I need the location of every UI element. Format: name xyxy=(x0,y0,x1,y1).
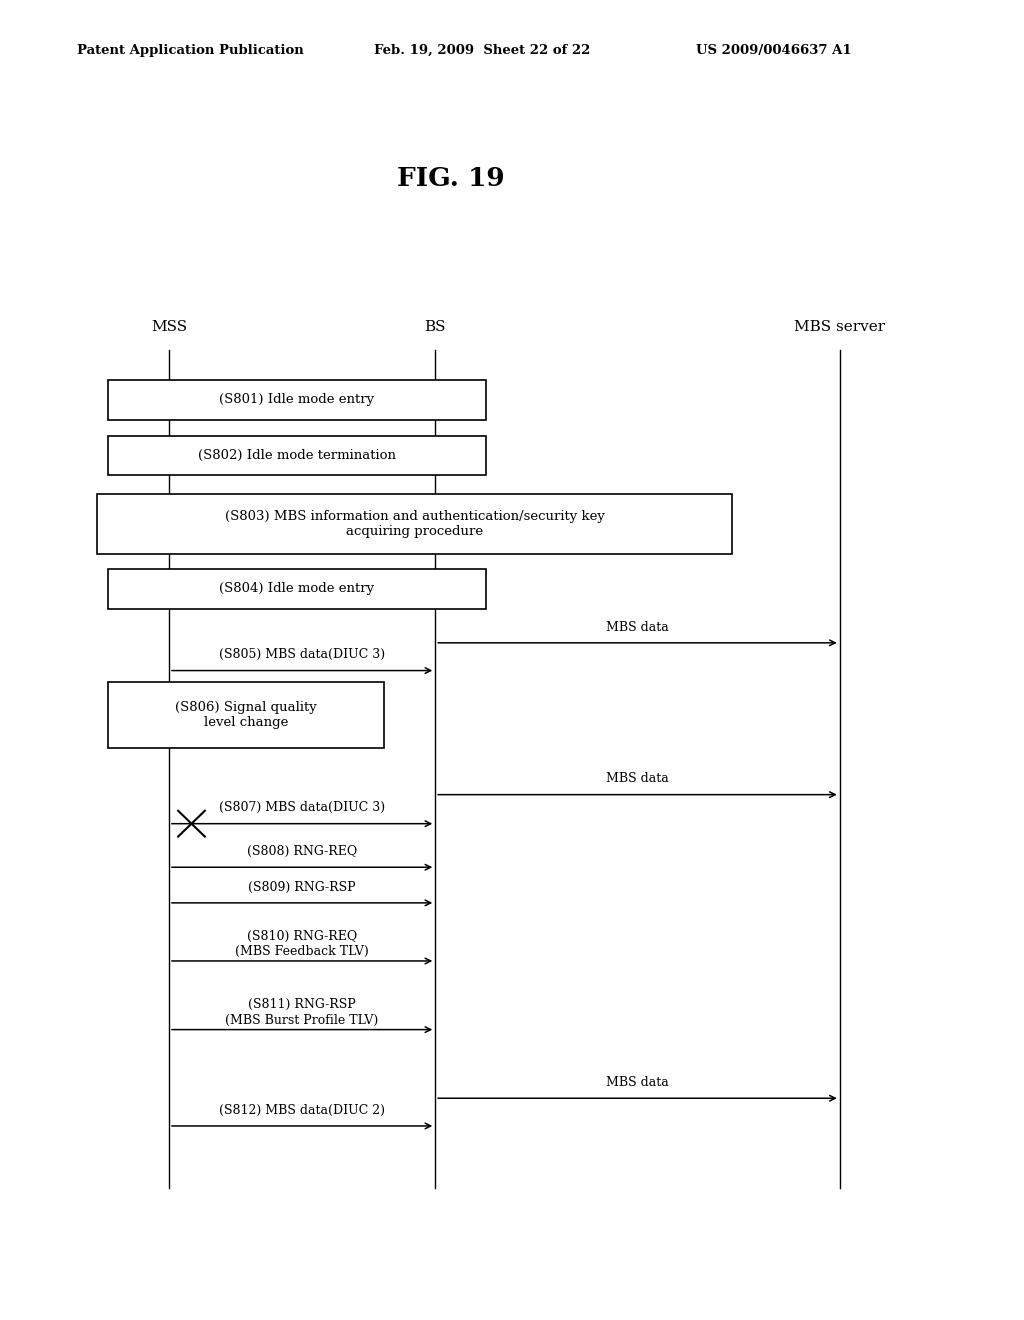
Text: (S812) MBS data(DIUC 2): (S812) MBS data(DIUC 2) xyxy=(219,1104,385,1117)
Text: (S809) RNG-RSP: (S809) RNG-RSP xyxy=(248,880,356,894)
Text: (MBS Feedback TLV): (MBS Feedback TLV) xyxy=(236,945,369,958)
Text: MBS data: MBS data xyxy=(606,620,669,634)
Text: (S804) Idle mode entry: (S804) Idle mode entry xyxy=(219,582,375,595)
Bar xyxy=(108,569,486,609)
Bar xyxy=(108,380,486,420)
Text: (S801) Idle mode entry: (S801) Idle mode entry xyxy=(219,393,375,407)
Bar xyxy=(108,436,486,475)
Bar xyxy=(97,494,732,554)
Text: (S810) RNG-REQ: (S810) RNG-REQ xyxy=(247,929,357,942)
Text: (S808) RNG-REQ: (S808) RNG-REQ xyxy=(247,845,357,858)
Text: BS: BS xyxy=(425,319,445,334)
Text: MBS server: MBS server xyxy=(795,319,885,334)
Bar xyxy=(108,682,384,748)
Text: MSS: MSS xyxy=(151,319,187,334)
Text: Feb. 19, 2009  Sheet 22 of 22: Feb. 19, 2009 Sheet 22 of 22 xyxy=(374,44,590,57)
Text: (S803) MBS information and authentication/security key
acquiring procedure: (S803) MBS information and authenticatio… xyxy=(225,510,604,539)
Text: (S802) Idle mode termination: (S802) Idle mode termination xyxy=(198,449,396,462)
Text: (S805) MBS data(DIUC 3): (S805) MBS data(DIUC 3) xyxy=(219,648,385,661)
Text: MBS data: MBS data xyxy=(606,1076,669,1089)
Text: (S806) Signal quality
level change: (S806) Signal quality level change xyxy=(175,701,316,730)
Text: (MBS Burst Profile TLV): (MBS Burst Profile TLV) xyxy=(225,1014,379,1027)
Text: (S811) RNG-RSP: (S811) RNG-RSP xyxy=(248,998,356,1011)
Text: MBS data: MBS data xyxy=(606,772,669,785)
Text: (S807) MBS data(DIUC 3): (S807) MBS data(DIUC 3) xyxy=(219,801,385,814)
Text: Patent Application Publication: Patent Application Publication xyxy=(77,44,303,57)
Text: US 2009/0046637 A1: US 2009/0046637 A1 xyxy=(696,44,852,57)
Text: FIG. 19: FIG. 19 xyxy=(396,166,505,190)
